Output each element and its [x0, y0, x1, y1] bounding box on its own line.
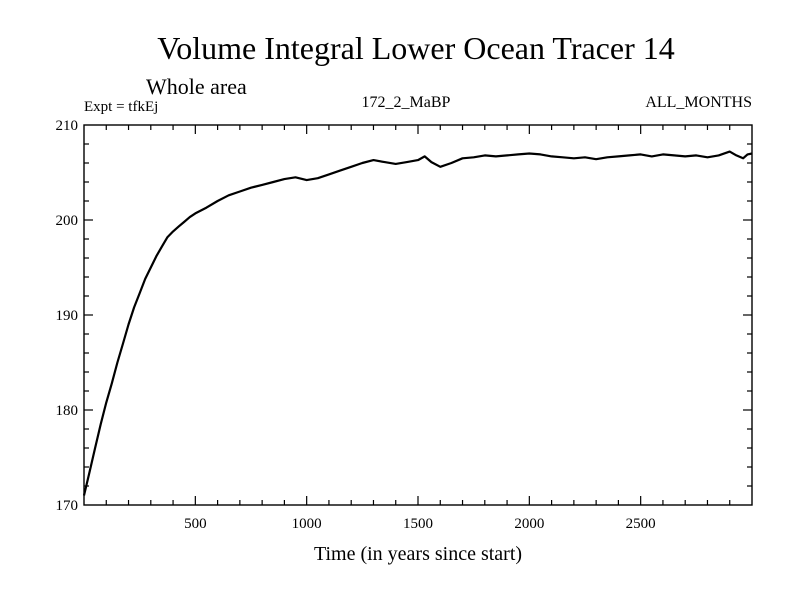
y-tick-label: 170 [56, 498, 79, 514]
y-tick-label: 200 [56, 213, 79, 229]
x-tick-label: 2000 [514, 516, 544, 532]
y-tick-label: 210 [56, 118, 79, 134]
x-tick-label: 1000 [292, 516, 322, 532]
plot-frame [83, 124, 753, 506]
center-label: 172_2_MaBP [362, 94, 451, 111]
x-tick-label: 500 [184, 516, 207, 532]
y-tick-label: 190 [56, 308, 79, 324]
chart-title: Volume Integral Lower Ocean Tracer 14 [157, 30, 674, 66]
x-tick-label: 1500 [403, 516, 433, 532]
series-line [82, 150, 753, 496]
right-label: ALL_MONTHS [645, 94, 752, 111]
x-axis-label: Time (in years since start) [314, 543, 522, 565]
axis-tick-labels: 500 1000 1500 2000 2500 170 180 190 200 210 [56, 118, 656, 532]
chart-subtitle: Whole area [146, 74, 247, 99]
axis-ticks [84, 125, 752, 505]
x-tick-label: 2500 [626, 516, 656, 532]
y-tick-label: 180 [56, 403, 79, 419]
experiment-label: Expt = tfkEj [84, 99, 158, 115]
